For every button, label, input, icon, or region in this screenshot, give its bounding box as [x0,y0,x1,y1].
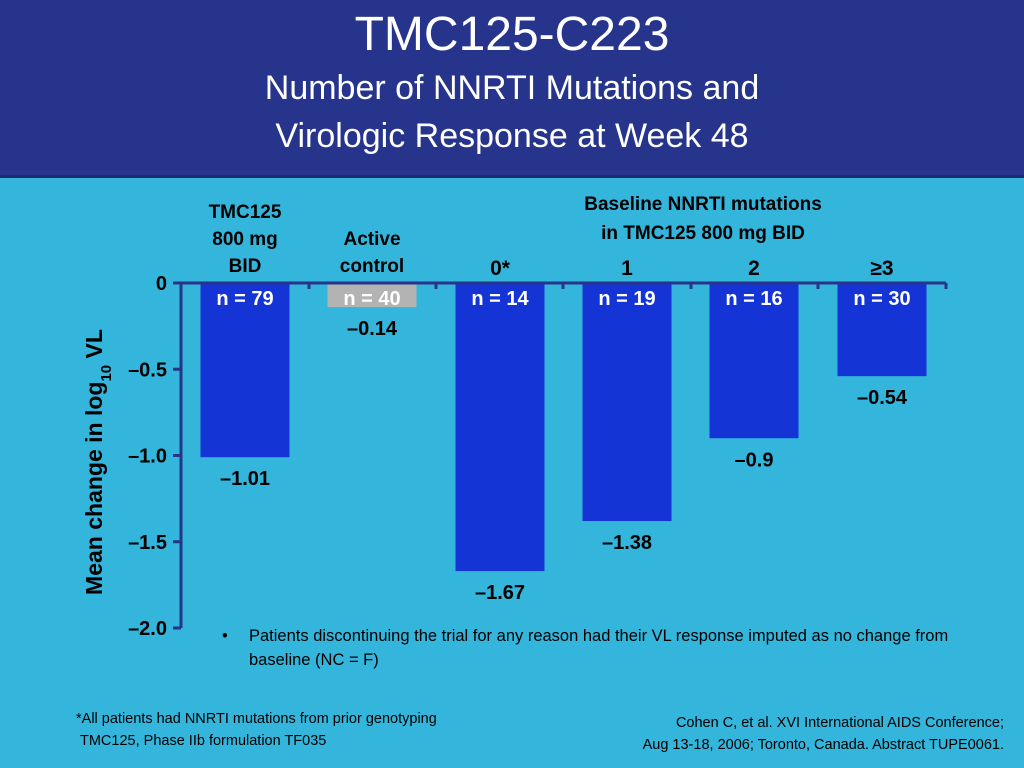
group-header-line-2: in TMC125 800 mg BID [601,223,805,244]
bullet-symbol: • [222,627,228,645]
category-label-2-line-2: control [340,256,404,277]
bar-6 [837,283,927,377]
y-tick-label-4: –1.5 [128,532,167,554]
n-label-4: n = 19 [598,288,655,310]
bullet-note: • Patients discontinuing the trial for a… [222,624,982,672]
bar-4 [582,283,672,522]
bar-5 [709,283,799,439]
bar-2 [327,283,417,308]
category-label-2-line-1: Active [343,229,400,250]
category-label-1-line-3: BID [229,256,262,277]
footnote-line-2: TMC125, Phase IIb formulation TF035 [80,733,327,749]
citation-line-2: Aug 13-18, 2006; Toronto, Canada. Abstra… [642,737,1004,753]
n-label-5: n = 16 [725,288,782,310]
bar-3 [455,283,545,572]
value-label-3: –1.67 [475,582,525,604]
title-banner: TMC125-C223 Number of NNRTI Mutations an… [0,0,1024,178]
footnote-line-1: *All patients had NNRTI mutations from p… [76,711,437,727]
footnote: *All patients had NNRTI mutations from p… [76,708,516,752]
citation: Cohen C, et al. XVI International AIDS C… [484,712,1004,756]
slide-title: TMC125-C223 [354,8,670,61]
n-label-1: n = 79 [216,288,273,310]
n-label-6: n = 30 [853,288,910,310]
y-axis-label: Mean change in log10 VL [81,329,115,595]
value-label-1: –1.01 [220,468,270,490]
value-label-4: –1.38 [602,532,652,554]
value-label-6: –0.54 [857,387,908,409]
y-tick-label-2: –0.5 [128,359,167,381]
value-label-5: –0.9 [735,449,774,471]
category-label-4-line-1: 1 [621,257,633,280]
bar-1 [200,283,290,458]
bullet-text: Patients discontinuing the trial for any… [249,627,949,669]
n-label-2: n = 40 [343,288,400,310]
category-label-3-line-1: 0* [490,257,511,280]
category-label-1-line-2: 800 mg [212,229,277,250]
value-label-2: –0.14 [347,318,398,340]
slide-subtitle-line-2: Virologic Response at Week 48 [275,117,749,155]
category-label-1-line-1: TMC125 [209,202,282,223]
group-header-line-1: Baseline NNRTI mutations [584,194,822,215]
y-tick-label-3: –1.0 [128,446,167,468]
y-tick-label-1: 0 [156,273,167,295]
category-label-6-line-1: ≥3 [870,257,893,280]
n-label-3: n = 14 [471,288,529,310]
category-label-5-line-1: 2 [748,257,760,280]
citation-line-1: Cohen C, et al. XVI International AIDS C… [675,715,1004,731]
slide-subtitle-line-1: Number of NNRTI Mutations and [264,69,760,107]
y-tick-label-5: –2.0 [128,618,167,640]
